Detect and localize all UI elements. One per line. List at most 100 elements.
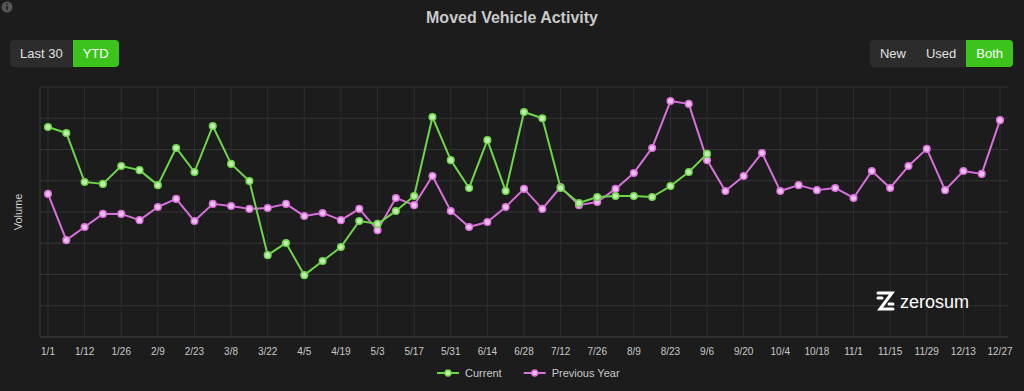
series-point <box>685 169 692 176</box>
x-grid-line <box>780 87 781 337</box>
toggle-button[interactable]: Both <box>966 40 1013 67</box>
x-axis-line <box>40 337 1008 338</box>
series-point <box>228 161 235 168</box>
series-point <box>191 169 198 176</box>
toggle-button[interactable]: Last 30 <box>10 40 73 67</box>
x-tick-label: 5/17 <box>404 346 424 357</box>
series-point <box>100 211 107 218</box>
toggle-button[interactable]: Used <box>916 40 966 67</box>
background <box>0 0 1024 391</box>
x-grid-line <box>304 87 305 337</box>
y-axis-line <box>40 87 41 337</box>
info-icon <box>2 2 13 13</box>
series-point <box>667 98 674 105</box>
x-tick-label: 8/9 <box>627 346 641 357</box>
x-grid-line <box>524 87 525 337</box>
series-point <box>447 157 454 164</box>
series-point <box>228 203 235 210</box>
y-grid-line <box>40 337 1008 338</box>
x-grid-line <box>231 87 232 337</box>
series-point <box>319 210 326 217</box>
x-tick-label: 9/6 <box>700 346 714 357</box>
x-grid-line <box>340 87 341 337</box>
x-tick-label: 1/12 <box>75 346 95 357</box>
x-tick-label: 12/27 <box>987 346 1012 357</box>
x-tick-label: 2/23 <box>185 346 205 357</box>
x-grid-line <box>633 87 634 337</box>
series-point <box>539 206 546 213</box>
series-point <box>576 200 583 207</box>
x-tick-label: 12/13 <box>951 346 976 357</box>
x-grid-line <box>267 87 268 337</box>
series-point <box>429 173 436 180</box>
series-point <box>191 218 198 225</box>
series-point <box>942 187 949 194</box>
series-point <box>118 211 125 218</box>
x-tick-label: 2/9 <box>151 346 165 357</box>
series-point <box>338 244 345 251</box>
x-grid-line <box>157 87 158 337</box>
series-point <box>484 137 491 144</box>
series-point <box>118 163 125 170</box>
series-point <box>209 201 216 208</box>
series-group <box>45 98 1004 279</box>
series-line <box>48 112 707 275</box>
series-point <box>155 182 162 189</box>
button-group: Last 30YTD <box>10 40 119 67</box>
series-point <box>740 173 747 180</box>
x-tick-label: 4/19 <box>331 346 351 357</box>
series-point <box>81 224 88 231</box>
x-tick-label: 11/29 <box>915 346 940 357</box>
series-point <box>283 201 290 208</box>
y-axis-label: Volume <box>12 194 24 231</box>
x-tick-label: 7/12 <box>551 346 571 357</box>
series-point <box>45 124 52 131</box>
series-point <box>521 186 528 193</box>
series-point <box>466 224 473 231</box>
x-tick-label: 11/1 <box>844 346 863 357</box>
series-point <box>209 123 216 130</box>
toggle-button[interactable]: New <box>870 40 916 67</box>
series-point <box>502 204 509 211</box>
series-point <box>612 186 619 193</box>
series-point <box>319 258 326 265</box>
legend-label: Previous Year <box>552 367 620 379</box>
series-point <box>81 179 88 186</box>
x-tick-label: 7/26 <box>587 346 607 357</box>
series-point <box>704 151 711 158</box>
series-point <box>447 208 454 215</box>
brand-logo: zerosum <box>878 292 969 312</box>
series-point <box>429 114 436 121</box>
x-tick-label: 3/22 <box>258 346 278 357</box>
series-point <box>759 150 766 157</box>
x-grid-line <box>84 87 85 337</box>
series-point <box>136 217 143 224</box>
series-point <box>411 202 418 209</box>
x-tick-label: 6/28 <box>514 346 534 357</box>
x-tick-label: 8/23 <box>661 346 681 357</box>
series-point <box>136 167 143 174</box>
x-grid-line <box>597 87 598 337</box>
x-grid-line <box>414 87 415 337</box>
series-point <box>173 196 180 203</box>
series-point <box>374 221 381 228</box>
series-point <box>301 272 308 279</box>
button-group: NewUsedBoth <box>870 40 1013 67</box>
toggle-button[interactable]: YTD <box>73 40 119 67</box>
series-point <box>246 178 253 185</box>
series-point <box>887 185 894 192</box>
series-point <box>631 170 638 177</box>
series-point <box>557 185 564 192</box>
series-point <box>173 145 180 152</box>
series-point <box>869 168 876 175</box>
series-point <box>905 163 912 170</box>
series-point <box>393 195 400 202</box>
x-grid-line <box>1000 87 1001 337</box>
x-tick-label: 1/1 <box>41 346 55 357</box>
series-point <box>356 206 363 213</box>
x-grid-line <box>670 87 671 337</box>
series-point <box>521 109 528 116</box>
series-point <box>301 213 308 220</box>
series-point <box>557 184 564 191</box>
x-grid-line <box>377 87 378 337</box>
